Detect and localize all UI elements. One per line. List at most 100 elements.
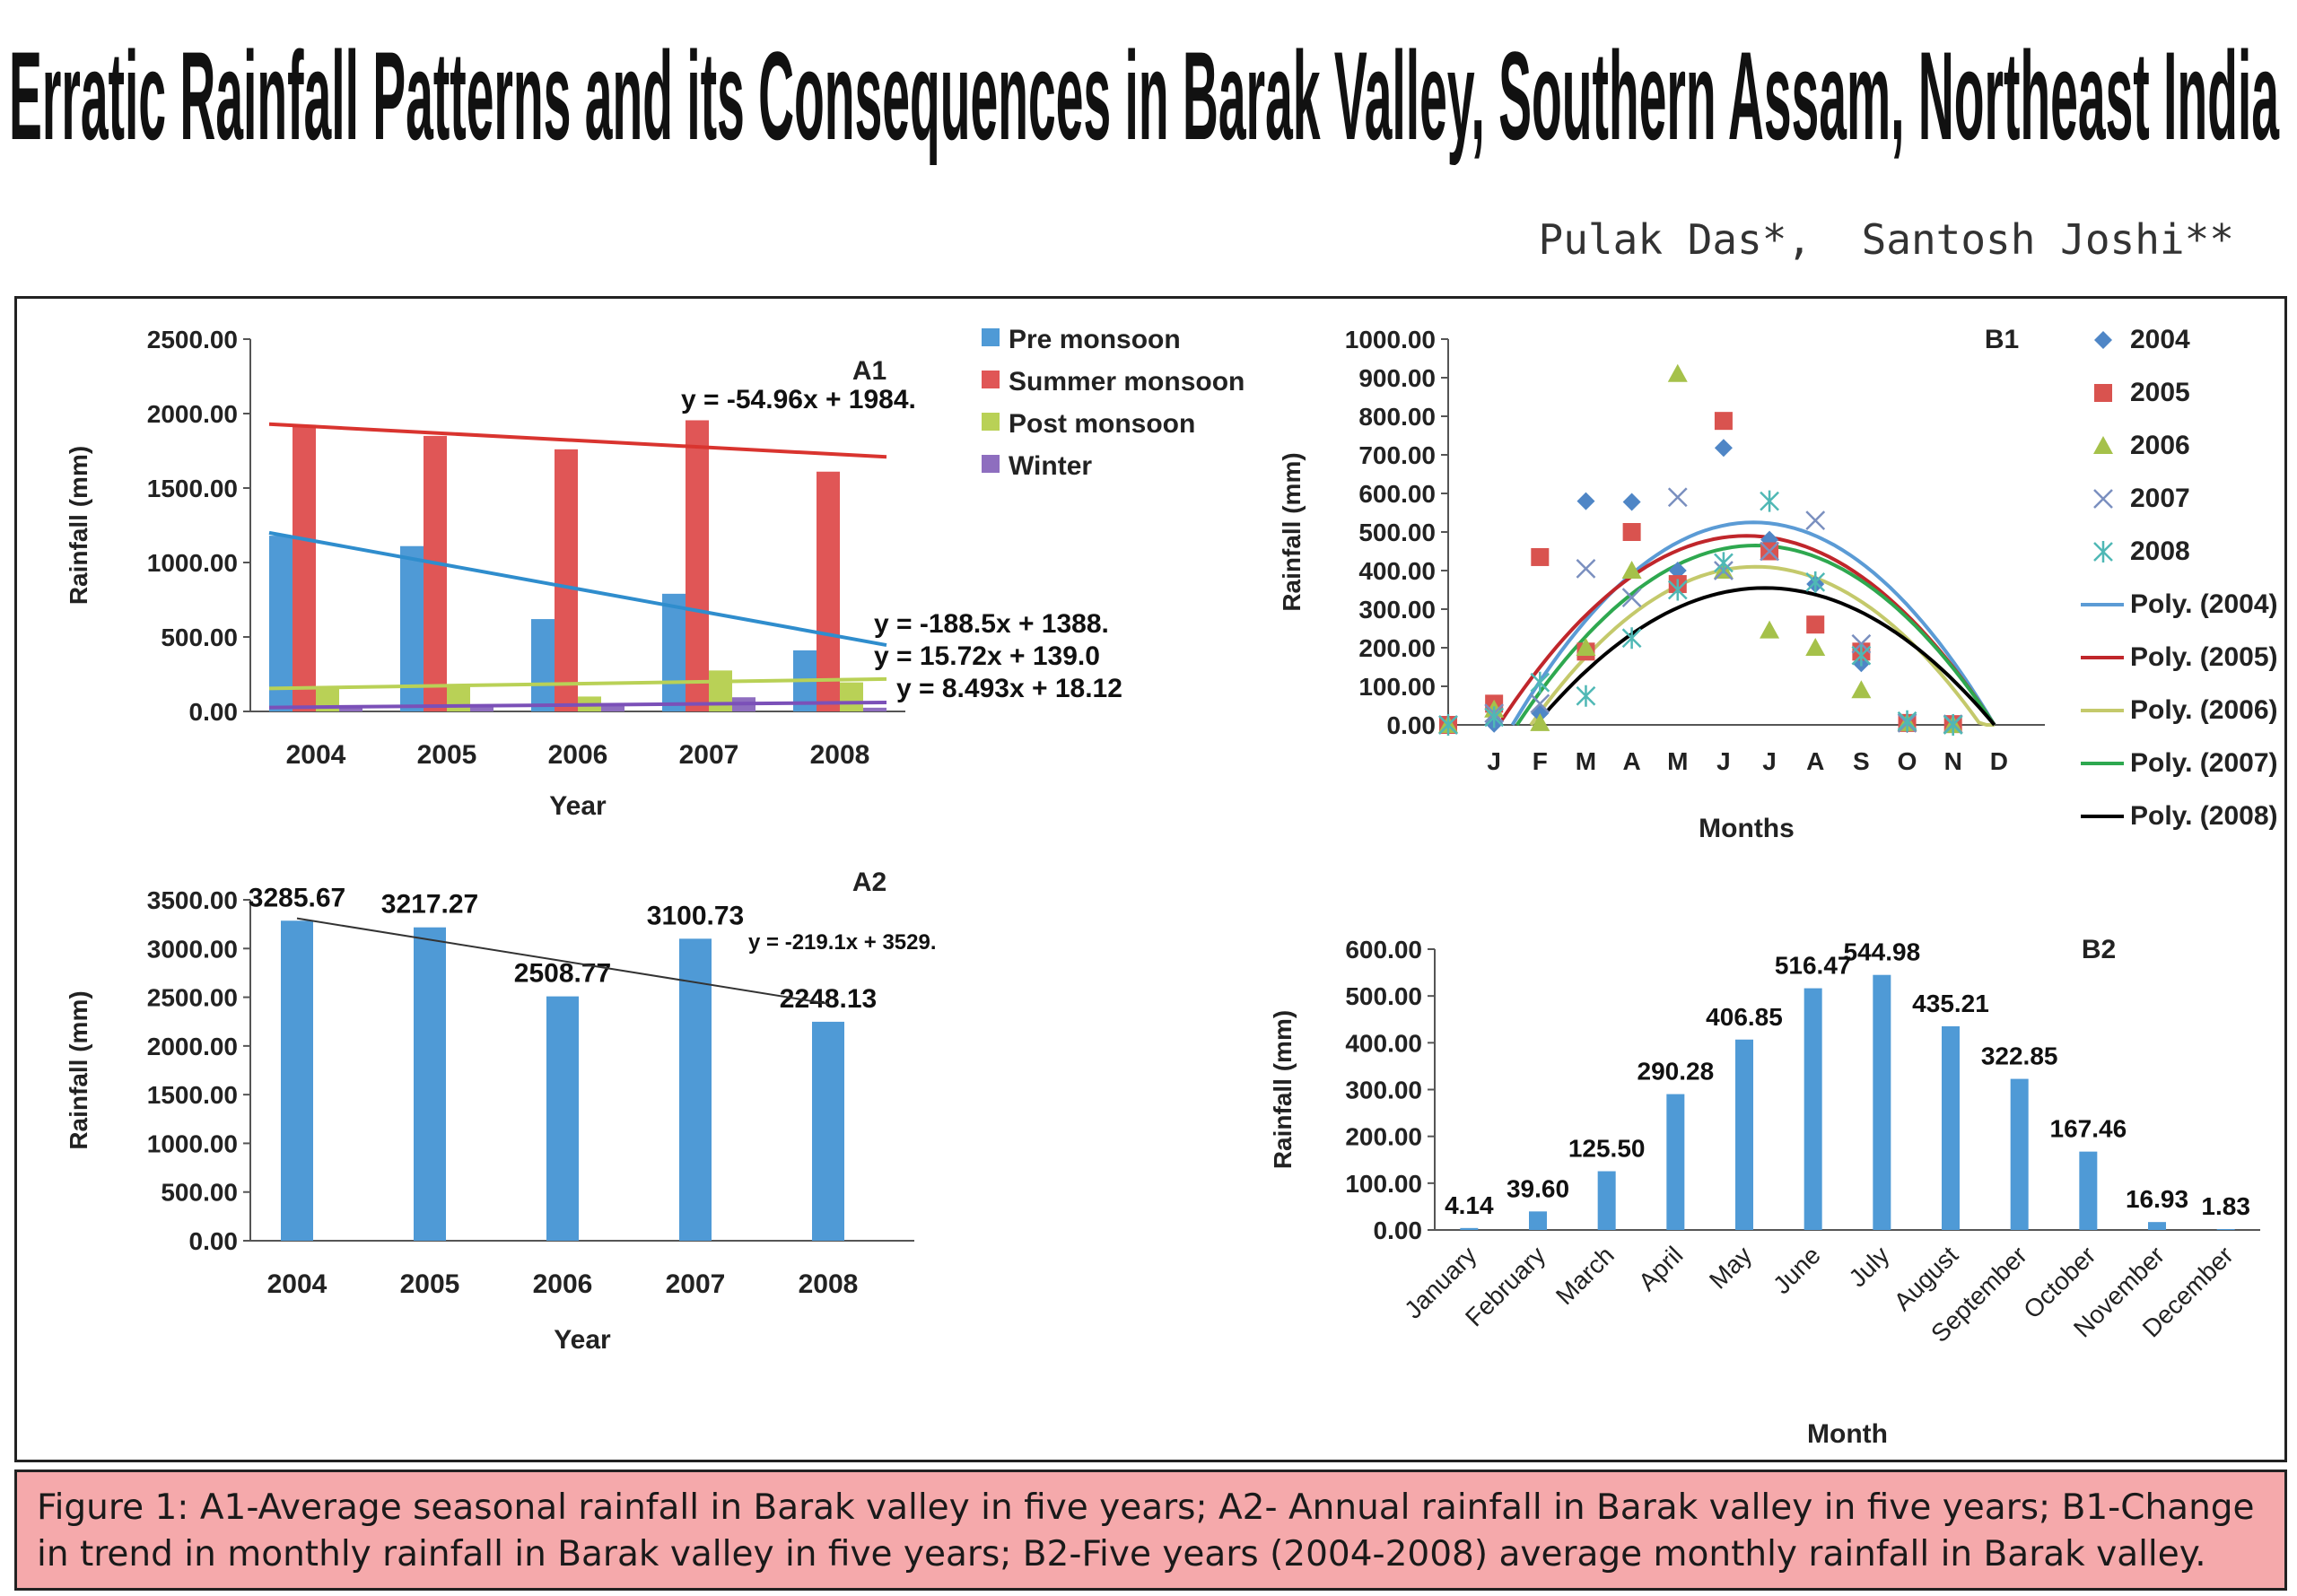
legend-label: 2007 [2130, 484, 2190, 513]
data-point-2007 [1621, 588, 1642, 607]
bar-summer-monsoon [555, 449, 578, 711]
legend-marker [2094, 331, 2112, 349]
bar-monthly-rainfall [2216, 1229, 2235, 1231]
y-tick-label: 1000.00 [1345, 326, 1436, 353]
data-point-2008 [1530, 671, 1550, 693]
y-axis-title: Rainfall (mm) [1269, 1010, 1297, 1169]
y-tick-label: 700.00 [1358, 441, 1436, 469]
data-point-2008 [1667, 579, 1688, 601]
poly-fit-line [1533, 586, 1996, 727]
data-point-2004 [1668, 562, 1687, 580]
data-label: 290.28 [1638, 1058, 1715, 1086]
bar-monthly-rainfall [1735, 1039, 1753, 1230]
y-tick-label: 1000.00 [147, 549, 238, 577]
data-point-2006 [1530, 712, 1550, 731]
y-tick-label: 0.00 [189, 698, 239, 726]
x-tick-label: M [1576, 747, 1596, 775]
bar-monthly-rainfall [1873, 974, 1891, 1230]
data-label: 4.14 [1445, 1191, 1494, 1219]
x-tick-label: 2004 [267, 1269, 328, 1299]
data-label: 125.50 [1568, 1135, 1646, 1163]
poly-fit-line [1529, 564, 1995, 727]
bar-summer-monsoon [424, 435, 447, 711]
x-tick-label: 2006 [548, 740, 608, 770]
data-label: 3285.67 [249, 883, 345, 912]
x-tick-label: May [1704, 1241, 1757, 1294]
trendline-equation: y = 8.493x + 18.12 [896, 674, 1122, 703]
bar-winter [470, 706, 493, 711]
y-tick-label: 500.00 [1358, 519, 1436, 546]
x-tick-label: 2006 [533, 1269, 593, 1299]
data-point-2004 [1576, 492, 1595, 510]
x-tick-label: 2004 [286, 740, 346, 770]
y-tick-label: 200.00 [1358, 634, 1436, 662]
x-tick-label: 2005 [400, 1269, 460, 1299]
bar-winter [339, 707, 362, 711]
bar-monthly-rainfall [2010, 1078, 2029, 1230]
legend-swatch [982, 455, 1000, 473]
legend-label: 2008 [2130, 536, 2190, 566]
x-tick-label: July [1843, 1241, 1894, 1292]
data-label: 1.83 [2201, 1192, 2250, 1220]
bar-monthly-rainfall [1460, 1227, 1479, 1230]
y-tick-label: 900.00 [1358, 364, 1436, 392]
chart-b2: 0.00 100.00 200.00 300.00 400.00 500.00 600.00… [1269, 935, 2260, 1449]
bar-pre-monsoon [400, 545, 424, 711]
data-point-2007 [1667, 487, 1688, 508]
chart-panel-label: B2 [2082, 935, 2116, 964]
data-point-2007 [1530, 693, 1550, 714]
chart-panel-label: A1 [852, 356, 886, 386]
bar-annual-rainfall [281, 920, 313, 1241]
bar-monthly-rainfall [2148, 1222, 2166, 1230]
data-point-2008 [1805, 571, 1826, 593]
data-point-2004 [1714, 439, 1733, 458]
bar-monthly-rainfall [2079, 1151, 2098, 1230]
data-point-2007 [1805, 510, 1826, 530]
legend-label: Post monsoon [1009, 409, 1195, 439]
legend-label: Poly. (2004) [2130, 589, 2278, 619]
poly-fit-line [1515, 543, 1996, 727]
y-tick-label: 100.00 [1345, 1170, 1422, 1198]
bar-annual-rainfall [812, 1021, 844, 1241]
y-tick-label: 800.00 [1358, 403, 1436, 431]
page-title-text: Erratic Rainfall Patterns and its Conseq… [9, 25, 2279, 166]
legend-label: Poly. (2007) [2130, 748, 2278, 778]
y-tick-label: 600.00 [1358, 480, 1436, 508]
y-tick-label: 1500.00 [147, 1081, 238, 1109]
legend-swatch [982, 371, 1000, 388]
data-point-2005 [1714, 412, 1733, 431]
data-label: 544.98 [1844, 938, 1921, 966]
data-point-2006 [1621, 561, 1642, 579]
data-point-2008 [1714, 552, 1734, 574]
trendline-pre-monsoon [268, 530, 887, 648]
x-tick-label: J [1762, 747, 1777, 775]
legend-marker [2093, 541, 2113, 563]
y-tick-label: 400.00 [1358, 557, 1436, 585]
data-point-2008 [1484, 706, 1505, 728]
bar-monthly-rainfall [1942, 1025, 1960, 1230]
chart-b1: 0.00 100.00 200.00 300.00 400.00 500.00 600.00… [1278, 325, 2278, 843]
y-axis-title: Rainfall (mm) [65, 990, 92, 1149]
legend-swatch [982, 413, 1000, 431]
bar-summer-monsoon [817, 471, 840, 711]
data-point-2008 [1760, 490, 1779, 512]
chart-a1: 0.00 500.00 1000.00 1500.00 2000.00 2500.00 Ra… [65, 325, 1245, 821]
legend-label: Poly. (2006) [2130, 695, 2278, 725]
x-tick-label: A [1806, 747, 1824, 775]
bar-winter [601, 705, 624, 711]
x-axis-title: Months [1699, 814, 1795, 843]
data-point-2005 [1622, 523, 1641, 541]
data-label: 16.93 [2126, 1185, 2188, 1213]
data-point-2006 [1851, 680, 1872, 699]
y-tick-label: 3000.00 [147, 935, 238, 963]
y-tick-label: 2000.00 [147, 400, 238, 428]
figure-caption: Figure 1: A1-Average seasonal rainfall i… [14, 1470, 2287, 1591]
legend-label: Winter [1009, 451, 1092, 481]
y-tick-label: 500.00 [161, 624, 238, 651]
y-tick-label: 0.00 [1374, 1217, 1423, 1244]
data-point-2008 [1943, 714, 1963, 736]
y-tick-label: 0.00 [1387, 711, 1437, 739]
x-tick-label: 2007 [666, 1269, 726, 1299]
x-tick-label: 2005 [417, 740, 477, 770]
legend-label: Poly. (2005) [2130, 642, 2278, 672]
